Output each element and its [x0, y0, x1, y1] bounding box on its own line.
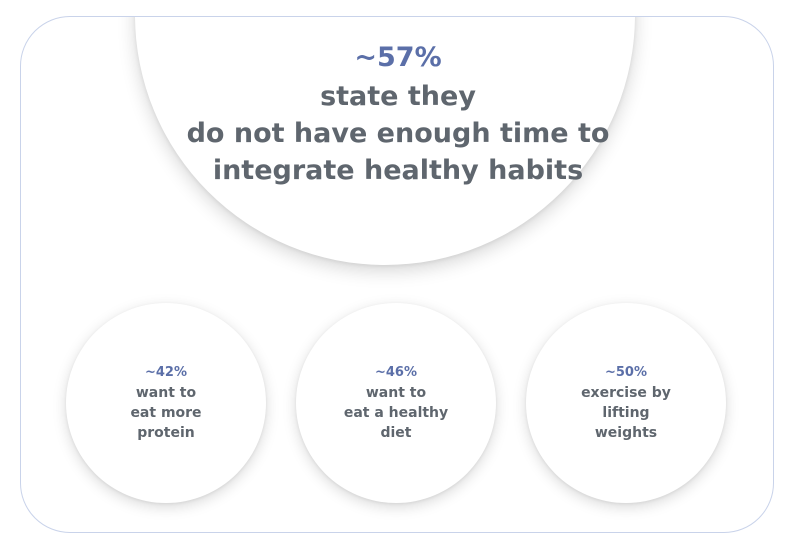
stat-percent: ~50%: [604, 365, 647, 380]
main-stat-text: ~57% state they do not have enough time …: [21, 38, 773, 189]
stat-circle-healthy-diet: ~46% want to eat a healthy diet: [296, 303, 496, 503]
stat-line: eat a healthy: [343, 405, 449, 421]
main-stat-percent: ~57%: [354, 42, 442, 73]
infographic-card: ~57% state they do not have enough time …: [20, 16, 774, 533]
main-stat-line-1: state they: [320, 81, 476, 112]
stat-line: lifting: [602, 405, 650, 421]
stat-percent: ~46%: [374, 365, 417, 380]
stat-line: diet: [380, 425, 412, 441]
stat-circle-protein: ~42% want to eat more protein: [66, 303, 266, 503]
stat-line: want to: [135, 385, 197, 401]
stat-line: want to: [365, 385, 427, 401]
main-stat-line-2: do not have enough time to: [186, 118, 610, 149]
stat-line: weights: [594, 425, 658, 441]
main-stat-line-3: integrate healthy habits: [212, 155, 584, 186]
stat-circle-lifting-weights: ~50% exercise by lifting weights: [526, 303, 726, 503]
stat-line: protein: [137, 425, 195, 441]
stat-line: exercise by: [581, 385, 671, 401]
stat-line: eat more: [130, 405, 202, 421]
stat-percent: ~42%: [144, 365, 187, 380]
